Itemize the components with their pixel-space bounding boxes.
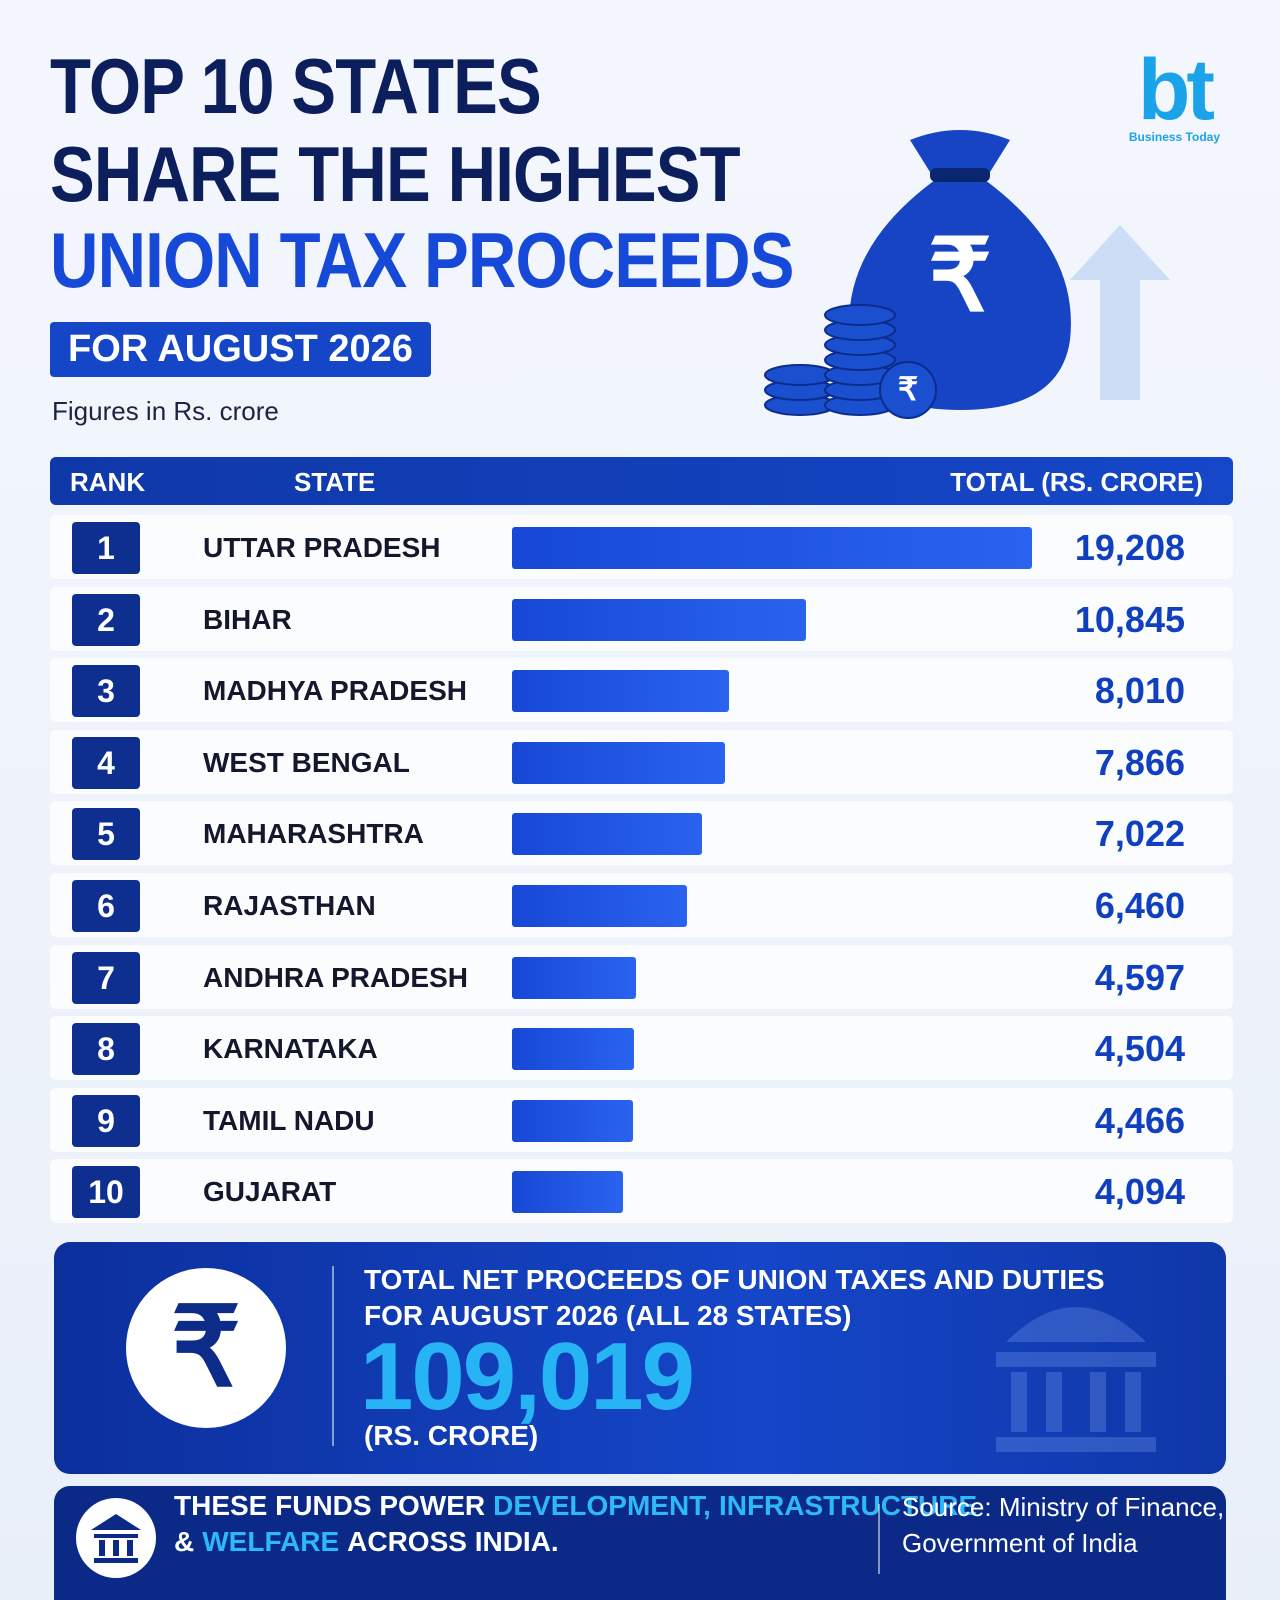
state-name: TAMIL NADU	[203, 1104, 375, 1136]
state-name: BIHAR	[203, 603, 292, 635]
bar	[512, 813, 703, 856]
state-name: UTTAR PRADESH	[203, 532, 441, 563]
state-name: MAHARASHTRA	[203, 818, 424, 850]
building-illustration	[996, 1307, 1156, 1452]
rank: 8	[72, 1023, 140, 1076]
rank: 9	[72, 1094, 140, 1147]
divider	[878, 1504, 880, 1574]
bar	[512, 598, 806, 641]
bar	[512, 1028, 634, 1071]
bar	[512, 956, 637, 999]
coin-symbol: ₹	[898, 371, 918, 407]
bag-symbol: ₹	[928, 220, 992, 332]
table-header: RANK STATE TOTAL (RS. CRORE)	[50, 457, 1233, 505]
source: Source: Ministry of Finance,	[902, 1492, 1225, 1522]
rank: 7	[72, 951, 140, 1004]
note: Figures in Rs. crore	[52, 396, 279, 426]
table-row: 3 MADHYA PRADESH 8,010	[50, 658, 1233, 723]
state-name: WEST BENGAL	[203, 746, 410, 778]
footer-highlight: DEVELOPMENT,	[493, 1490, 711, 1521]
rank: 10	[72, 1166, 140, 1219]
footer-text: ACROSS INDIA.	[347, 1526, 559, 1557]
column-header: RANK	[70, 467, 146, 497]
rank: 6	[72, 880, 140, 932]
footer-highlight: INFRASTRUCTURE	[718, 1490, 978, 1521]
table-row: 9 TAMIL NADU 4,466	[50, 1087, 1233, 1152]
state-name: MADHYA PRADESH	[203, 675, 467, 707]
title-line: SHARE THE HIGHEST	[50, 130, 741, 218]
value-label: 4,094	[1094, 1171, 1185, 1213]
value-label: 7,022	[1094, 813, 1185, 855]
value-label: 6,460	[1094, 885, 1185, 926]
subtitle: FOR AUGUST 2026	[50, 322, 431, 377]
logo-mark: bt	[1137, 42, 1215, 138]
bar	[512, 1171, 623, 1214]
total-value: 109,019	[360, 1323, 695, 1430]
rank: 2	[72, 593, 140, 646]
total-unit: (RS. CRORE)	[364, 1420, 539, 1451]
table-row: 10 GUJARAT 4,094	[50, 1159, 1233, 1224]
bar	[512, 885, 687, 927]
footer-line: THESE FUNDS POWER DEVELOPMENT, INFRASTRUCT…	[174, 1490, 985, 1522]
value-label: 4,466	[1094, 1099, 1185, 1141]
rank: 4	[72, 736, 140, 789]
state-name: GUJARAT	[203, 1176, 337, 1208]
table-row: 1 UTTAR PRADESH 19,208	[50, 515, 1233, 579]
total-panel: ₹ TOTAL NET PROCEEDS OF UNION TAXES AND …	[54, 1242, 1226, 1474]
money-bag-illustration: ₹ ₹	[764, 130, 1170, 419]
table-row: 2 BIHAR 10,845	[50, 586, 1233, 651]
footer-highlight: WELFARE	[202, 1526, 340, 1557]
source: Government of India	[902, 1528, 1138, 1558]
institution-icon	[76, 1498, 156, 1578]
value-label: 10,845	[1074, 598, 1185, 640]
footer-text: &	[174, 1526, 195, 1557]
state-name: RAJASTHAN	[203, 890, 376, 921]
table-row: 6 RAJASTHAN 6,460	[50, 873, 1233, 937]
summary-line: FOR AUGUST 2026 (ALL 28 STATES)	[364, 1300, 852, 1331]
rank: 1	[72, 522, 140, 574]
value-label: 4,597	[1094, 956, 1185, 998]
footer-text: THESE FUNDS POWER	[174, 1490, 486, 1521]
bar	[512, 670, 729, 713]
bar	[512, 1099, 633, 1142]
value-label: 7,866	[1094, 741, 1185, 783]
state-name: ANDHRA PRADESH	[203, 961, 468, 993]
summary-line: TOTAL NET PROCEEDS OF UNION TAXES AND DU…	[364, 1264, 1105, 1295]
state-name: KARNATAKA	[203, 1033, 378, 1065]
table-row: 4 WEST BENGAL 7,866	[50, 729, 1233, 794]
divider	[332, 1266, 334, 1446]
column-header: STATE	[294, 467, 376, 497]
rank: 5	[72, 808, 140, 861]
table-row: 5 MAHARASHTRA 7,022	[50, 801, 1233, 866]
value-label: 8,010	[1094, 670, 1185, 712]
table-row: 7 ANDHRA PRADESH 4,597	[50, 944, 1233, 1009]
footer: THESE FUNDS POWER DEVELOPMENT, INFRASTRUCT…	[54, 1486, 1226, 1600]
title-line: TOP 10 STATES	[50, 42, 542, 130]
rupee-icon: ₹	[126, 1268, 286, 1428]
value-label: 4,504	[1094, 1028, 1185, 1070]
bar	[512, 741, 725, 784]
table-row: 8 KARNATAKA 4,504	[50, 1016, 1233, 1081]
logo: bt Business Today	[1128, 42, 1220, 144]
title-line: UNION TAX PROCEEDS	[50, 216, 794, 304]
rank: 3	[72, 665, 140, 718]
value-label: 19,208	[1074, 527, 1185, 568]
footer-line: & WELFARE ACROSS INDIA.	[174, 1526, 567, 1558]
logo-name: Business Today	[1128, 130, 1220, 144]
bar	[512, 527, 1032, 569]
column-header: TOTAL (RS. CRORE)	[950, 467, 1203, 497]
